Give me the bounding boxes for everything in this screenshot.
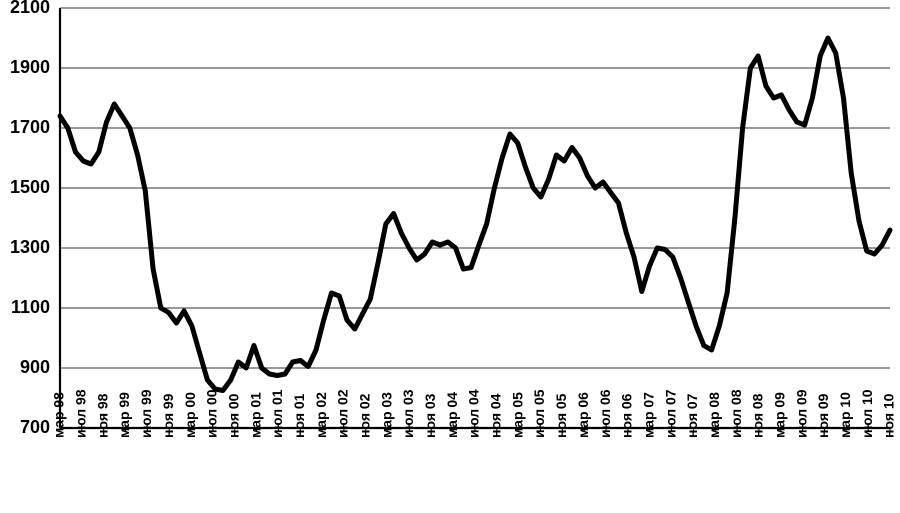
x-tick-label: ноя 98 — [94, 393, 110, 438]
line-chart: 700 900 1100 1300 1500 1700 1900 2100 мар 98 июл … — [0, 0, 900, 513]
x-tick-label: июл 10 — [859, 389, 875, 438]
x-tick-label: ноя 09 — [815, 393, 831, 438]
y-tick-label: 1500 — [10, 177, 50, 197]
x-tick-label: ноя 06 — [619, 393, 635, 438]
x-tick-label: июл 07 — [662, 389, 678, 438]
x-tick-label: ноя 00 — [225, 393, 241, 438]
x-tick-label: ноя 07 — [684, 393, 700, 438]
x-tick-label: июл 06 — [597, 389, 613, 438]
x-tick-label: ноя 08 — [750, 393, 766, 438]
x-tick-label: мар 10 — [837, 392, 853, 438]
x-tick-label: мар 05 — [509, 392, 525, 438]
x-tick-label: июл 04 — [466, 389, 482, 438]
y-tick-label: 700 — [20, 417, 50, 437]
y-tick-label: 1100 — [11, 297, 50, 317]
x-tick-label: мар 00 — [182, 392, 198, 438]
x-tick-label: мар 06 — [575, 392, 591, 438]
x-tick-label: июл 05 — [531, 389, 547, 438]
y-tick-label: 1300 — [10, 237, 50, 257]
x-tick-label: июл 99 — [138, 389, 154, 438]
x-tick-label: июл 08 — [728, 389, 744, 438]
x-tick-label: ноя 02 — [356, 393, 372, 438]
x-tick-label: мар 09 — [771, 392, 787, 438]
x-tick-label: мар 08 — [706, 392, 722, 438]
x-tick-label: ноя 03 — [422, 393, 438, 438]
x-tick-label: ноя 05 — [553, 393, 569, 438]
y-tick-label: 2100 — [10, 0, 50, 17]
y-tick-label: 1900 — [10, 57, 50, 77]
x-tick-label: мар 03 — [378, 392, 394, 438]
chart-svg: 700 900 1100 1300 1500 1700 1900 2100 мар 98 июл … — [0, 0, 900, 513]
x-tick-label: ноя 01 — [291, 393, 307, 438]
x-tick-label: ноя 10 — [881, 393, 897, 438]
x-tick-label: июл 98 — [73, 389, 89, 438]
y-tick-label: 900 — [20, 357, 50, 377]
x-tick-label: мар 99 — [116, 392, 132, 438]
y-tick-label: 1700 — [10, 117, 50, 137]
x-tick-label: мар 01 — [247, 392, 263, 438]
x-tick-label: мар 98 — [51, 392, 67, 438]
x-tick-label: мар 02 — [313, 392, 329, 438]
x-tick-label: мар 04 — [444, 392, 460, 438]
x-tick-label: июл 09 — [793, 389, 809, 438]
x-tick-label: июл 02 — [335, 389, 351, 438]
x-tick-label: июл 00 — [204, 389, 220, 438]
x-tick-label: июл 03 — [400, 389, 416, 438]
x-tick-label: ноя 99 — [160, 393, 176, 438]
x-tick-label: ноя 04 — [488, 393, 504, 438]
x-tick-label: мар 07 — [640, 392, 656, 438]
x-tick-label: июл 01 — [269, 389, 285, 438]
